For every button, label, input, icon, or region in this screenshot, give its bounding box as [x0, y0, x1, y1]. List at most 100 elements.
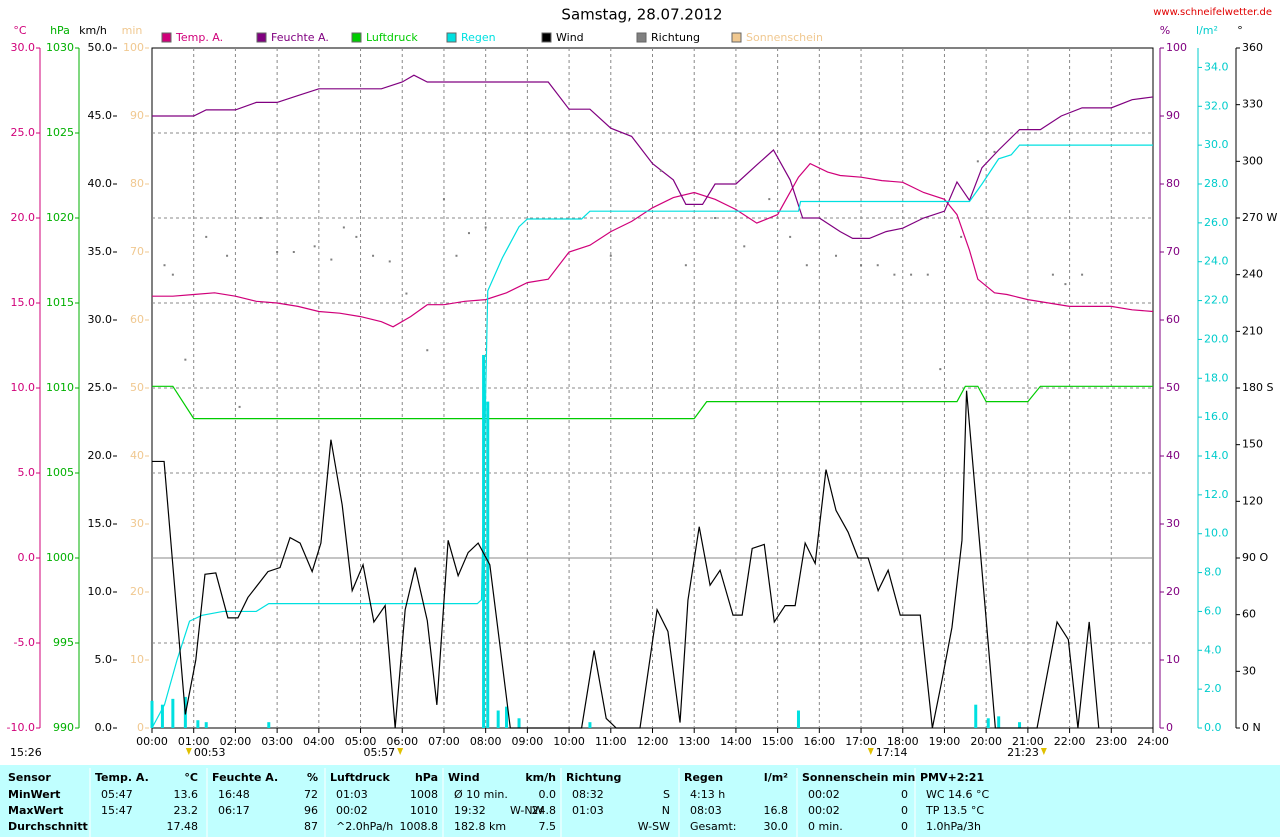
y-tick-label: 0.0 [18, 551, 36, 564]
y-tick-label: 5.0 [95, 653, 113, 666]
direction-dot [789, 235, 792, 238]
table-cell: 1008 [410, 788, 438, 801]
y-tick-label: -5.0 [14, 636, 35, 649]
table-cell: Ø 10 min. [454, 788, 508, 801]
direction-dot [330, 258, 333, 261]
y-tick-label: 1000 [46, 551, 74, 564]
table-cell: 182.8 km [454, 820, 506, 833]
x-tick-label: 14:00 [720, 735, 752, 748]
event-marker [1040, 748, 1047, 755]
event-label: 21:23 [1007, 746, 1039, 759]
table-header: Sensor [8, 771, 51, 784]
y-tick-label: 150 [1242, 438, 1263, 451]
y-tick-label: 30.0 [1204, 138, 1229, 151]
table-cell: 01:03 [336, 788, 368, 801]
x-tick-label: 13:00 [678, 735, 710, 748]
direction-dot [226, 254, 229, 257]
x-tick-label: 24:00 [1137, 735, 1169, 748]
y-tick-label: 0 N [1242, 721, 1261, 734]
table-unit: km/h [525, 771, 556, 784]
table-header: PMV+2:21 [920, 771, 984, 784]
direction-dot [163, 264, 166, 267]
direction-dot [939, 368, 942, 371]
y-tick-label: 1015 [46, 296, 74, 309]
y-tick-label: 20 [1166, 585, 1180, 598]
table-header: Wind [448, 771, 480, 784]
y-tick-label: 34.0 [1204, 60, 1229, 73]
y-tick-label: 0 [137, 721, 144, 734]
rain-bar [171, 698, 175, 728]
direction-dot [372, 254, 375, 257]
y-tick-label: 60 [1242, 608, 1256, 621]
y-tick-label: 100 [123, 41, 144, 54]
y-tick-label: 16.0 [1204, 410, 1229, 423]
table-unit: l/m² [764, 771, 788, 784]
y-tick-label: 30 [130, 517, 144, 530]
table-cell: 24.8 [532, 804, 557, 817]
legend-label: Regen [461, 31, 496, 44]
direction-dot [1051, 273, 1054, 276]
direction-dot [609, 254, 612, 257]
direction-dot [835, 254, 838, 257]
table-cell: 72 [304, 788, 318, 801]
y-tick-label: 80 [130, 177, 144, 190]
series-line [152, 390, 1100, 729]
x-tick-label: 03:00 [261, 735, 293, 748]
y-tick-label: 360 [1242, 41, 1263, 54]
direction-dot [426, 349, 429, 352]
x-tick-label: 19:00 [929, 735, 961, 748]
y-tick-label: 8.0 [1204, 566, 1222, 579]
legend-swatch [161, 32, 172, 43]
y-tick-label: 270 W [1242, 211, 1277, 224]
y-tick-label: 120 [1242, 494, 1263, 507]
axis-title: hPa [50, 24, 70, 37]
x-tick-label: 04:00 [303, 735, 335, 748]
legend-swatch [731, 32, 742, 43]
y-tick-label: 240 [1242, 268, 1263, 281]
axis-title: l/m² [1196, 24, 1218, 37]
table-cell: 08:32 [572, 788, 604, 801]
legend-label: Wind [556, 31, 584, 44]
series-line [152, 385, 1153, 420]
y-tick-label: -10.0 [7, 721, 35, 734]
direction-dot [993, 150, 996, 153]
y-tick-label: 28.0 [1204, 177, 1229, 190]
legend-swatch [541, 32, 552, 43]
x-tick-label: 00:00 [136, 735, 168, 748]
table-cell: W-NW [510, 804, 544, 817]
table-cell: 16.8 [764, 804, 789, 817]
y-tick-label: 10.0 [88, 585, 113, 598]
y-tick-label: 20 [130, 585, 144, 598]
legend-label: Feuchte A. [271, 31, 329, 44]
rain-bar [986, 718, 990, 728]
row-label: MaxWert [8, 804, 63, 817]
table-cell: W-SW [638, 820, 670, 833]
table-cell: 1010 [410, 804, 438, 817]
direction-dot [405, 292, 408, 295]
y-tick-label: 45.0 [88, 109, 113, 122]
direction-dot [455, 254, 458, 257]
table-background [0, 765, 1280, 837]
rain-bar [496, 710, 500, 728]
direction-dot [259, 217, 262, 219]
y-tick-label: 14.0 [1204, 449, 1229, 462]
y-tick-label: 25.0 [88, 381, 113, 394]
direction-dot [313, 245, 316, 248]
table-unit: % [307, 771, 318, 784]
table-cell: 01:03 [572, 804, 604, 817]
y-tick-label: 330 [1242, 98, 1263, 111]
table-header: Regen [684, 771, 723, 784]
table-cell: ^2.0hPa/h [336, 820, 393, 833]
legend-swatch [256, 32, 267, 43]
x-tick-label: 01:00 [178, 735, 210, 748]
table-cell: 87 [304, 820, 318, 833]
table-cell: 13.6 [174, 788, 199, 801]
table-header: Temp. A. [95, 771, 149, 784]
y-tick-label: 90 O [1242, 551, 1268, 564]
table-cell: 00:02 [808, 788, 840, 801]
y-tick-label: 40.0 [88, 177, 113, 190]
table-header: Luftdruck [330, 771, 391, 784]
y-tick-label: 20.0 [11, 211, 36, 224]
y-tick-label: 180 S [1242, 381, 1273, 394]
